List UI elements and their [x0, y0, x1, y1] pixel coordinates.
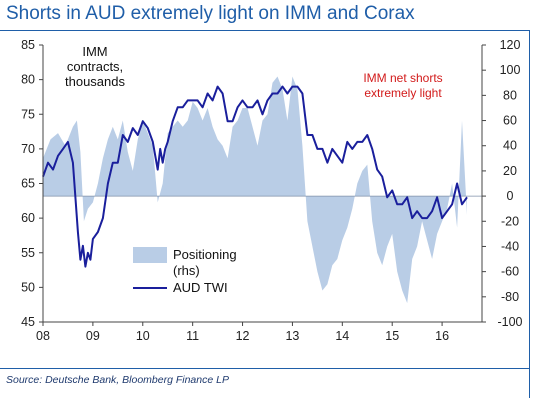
- legend-positioning-swatch: [133, 247, 167, 263]
- x-tick-label: 11: [186, 329, 199, 343]
- legend-twi-label: AUD TWI: [173, 280, 228, 295]
- y-right-tick-label: 80: [503, 88, 517, 102]
- legend-positioning-label: Positioning: [173, 247, 237, 262]
- series-positioning-area: [43, 76, 467, 304]
- left-unit-annotation: IMM: [82, 44, 107, 59]
- x-tick-label: 08: [36, 329, 50, 343]
- y-left-tick-label: 60: [21, 211, 35, 225]
- x-tick-label: 15: [385, 329, 399, 343]
- title-rule: [0, 30, 530, 31]
- x-tick-label: 10: [136, 329, 150, 343]
- left-unit-annotation: contracts,: [67, 59, 123, 74]
- y-right-tick-label: 100: [500, 63, 521, 77]
- x-tick-label: 14: [335, 329, 349, 343]
- y-left-tick-label: 80: [21, 73, 35, 87]
- y-left-tick-label: 65: [21, 177, 35, 191]
- y-left-tick-label: 85: [21, 38, 35, 52]
- y-left-tick-label: 50: [21, 280, 35, 294]
- y-right-tick-label: 60: [503, 114, 517, 128]
- axes-layer: 45 50 55 60 65 70 75 80 85 -100 -80 -60 -40 -20 0 20 40 6…: [21, 38, 522, 343]
- series-aud-twi-line: [42, 85, 468, 268]
- y-right-tick-label: 40: [503, 139, 517, 153]
- y-right-tick-label: 20: [503, 164, 517, 178]
- y-left-tick-label: 55: [21, 246, 35, 260]
- left-unit-annotation: thousands: [65, 74, 125, 89]
- y-left-tick-label: 45: [21, 315, 35, 329]
- y-left-tick-label: 70: [21, 142, 35, 156]
- y-right-tick-label: 0: [507, 189, 514, 203]
- y-right-tick-label: -100: [497, 315, 522, 329]
- y-right-tick-label: -80: [501, 290, 519, 304]
- x-tick-label: 12: [236, 329, 250, 343]
- right-note-annotation: extremely light: [364, 86, 442, 100]
- y-right-tick-label: -60: [501, 265, 519, 279]
- footer-rule: [0, 368, 530, 369]
- positioning-area-layer: [43, 76, 467, 304]
- x-tick-label: 13: [285, 329, 299, 343]
- y-left-tick-label: 75: [21, 107, 35, 121]
- source-note: Source: Deutsche Bank, Bloomberg Finance…: [6, 374, 229, 386]
- legend-layer: Positioning(rhs) AUD TWI: [133, 247, 237, 295]
- y-right-tick-label: -20: [501, 214, 519, 228]
- legend-positioning-label: (rhs): [173, 263, 200, 278]
- twi-line-layer: [42, 85, 468, 268]
- chart-title: Shorts in AUD extremely light on IMM and…: [6, 3, 415, 24]
- x-tick-label: 09: [86, 329, 100, 343]
- y-right-tick-label: -40: [501, 239, 519, 253]
- y-right-tick-label: 120: [500, 38, 521, 52]
- right-note-annotation: IMM net shorts: [363, 71, 442, 85]
- x-tick-label: 16: [435, 329, 449, 343]
- frame-right-rule: [529, 30, 530, 398]
